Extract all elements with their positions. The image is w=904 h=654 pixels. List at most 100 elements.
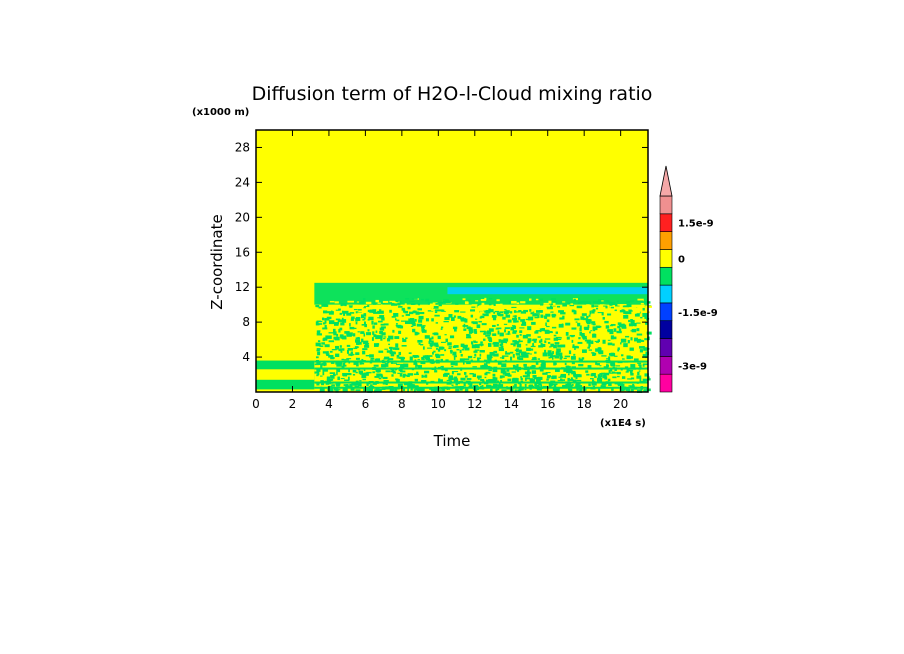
- speckle: [356, 362, 359, 367]
- speckle: [479, 353, 482, 357]
- speckle: [376, 389, 382, 393]
- speckle: [456, 349, 460, 351]
- speckle: [436, 348, 439, 350]
- speckle: [404, 310, 409, 314]
- x-tick-label: 20: [613, 397, 628, 411]
- speckle: [326, 335, 332, 339]
- speckle: [329, 372, 336, 375]
- speckle: [570, 356, 576, 360]
- speckle: [394, 336, 400, 339]
- speckle: [625, 335, 630, 338]
- speckle: [595, 348, 599, 352]
- speckle: [621, 324, 627, 328]
- speckle: [552, 383, 558, 385]
- speckle: [572, 344, 575, 347]
- speckle: [501, 389, 507, 392]
- colorbar-swatch: [659, 213, 673, 232]
- speckle: [372, 371, 375, 374]
- edge: [616, 300, 620, 303]
- speckle: [398, 351, 402, 356]
- speckle: [576, 379, 582, 382]
- speckle: [370, 384, 373, 387]
- speckle: [610, 361, 615, 366]
- speckle: [418, 387, 424, 392]
- edge: [394, 301, 400, 304]
- speckle: [406, 374, 410, 378]
- x-axis-ticks: 0 2 4 6 8 10 12 14 16 18 20: [252, 130, 628, 411]
- edge: [573, 298, 576, 302]
- speckle: [449, 375, 453, 378]
- speckle: [607, 313, 612, 316]
- speckle: [512, 330, 518, 333]
- edge: [637, 298, 644, 302]
- speckle: [514, 315, 517, 319]
- speckle: [334, 345, 339, 349]
- speckle: [314, 363, 320, 366]
- speckle: [569, 379, 574, 381]
- speckle: [545, 322, 547, 327]
- speckle: [451, 370, 454, 375]
- speckle: [434, 314, 440, 317]
- edge: [338, 308, 341, 311]
- speckle: [608, 369, 611, 374]
- speckle: [615, 365, 621, 367]
- speckle: [424, 374, 428, 378]
- speckle: [475, 318, 478, 320]
- speckle: [557, 344, 562, 348]
- speckle: [534, 313, 540, 315]
- speckle: [395, 323, 398, 325]
- speckle: [440, 354, 445, 356]
- speckle: [588, 383, 591, 386]
- edge: [433, 306, 439, 309]
- speckle: [490, 388, 493, 392]
- edge: [348, 305, 355, 307]
- speckle: [483, 330, 486, 335]
- speckle: [472, 366, 477, 368]
- speckle: [476, 375, 482, 379]
- speckle: [638, 364, 641, 367]
- edge: [562, 301, 566, 303]
- speckle: [404, 320, 411, 325]
- region-scattered-convective-layer: [314, 309, 652, 393]
- speckle: [365, 354, 371, 357]
- speckle: [492, 373, 496, 377]
- speckle: [387, 358, 394, 361]
- speckle: [424, 335, 430, 339]
- speckle: [379, 309, 382, 311]
- speckle: [518, 339, 521, 343]
- edge: [417, 308, 423, 311]
- chart-title: Diffusion term of H2O-l-Cloud mixing rat…: [252, 83, 653, 105]
- speckle: [601, 382, 607, 386]
- speckle: [457, 373, 461, 376]
- speckle: [582, 337, 588, 340]
- edge: [601, 300, 604, 302]
- edge: [591, 304, 594, 308]
- speckle: [389, 309, 392, 313]
- edge: [625, 300, 631, 304]
- speckle: [535, 361, 539, 365]
- speckle: [580, 333, 585, 337]
- speckle: [366, 371, 372, 374]
- speckle: [384, 363, 389, 367]
- speckle: [463, 382, 466, 387]
- speckle: [614, 309, 617, 312]
- edge: [477, 305, 482, 309]
- edge: [552, 302, 556, 306]
- speckle: [554, 342, 560, 345]
- speckle: [532, 338, 538, 341]
- edge: [562, 304, 567, 307]
- edge: [513, 310, 517, 313]
- speckle: [422, 325, 426, 327]
- speckle: [630, 373, 633, 376]
- speckle: [432, 351, 434, 355]
- speckle: [363, 313, 367, 317]
- speckle: [398, 330, 402, 334]
- speckle: [607, 378, 611, 382]
- speckle: [410, 325, 414, 327]
- edge: [316, 306, 322, 309]
- speckle: [354, 346, 359, 349]
- speckle: [498, 348, 504, 352]
- speckle: [328, 332, 334, 334]
- speckle: [642, 378, 648, 382]
- speckle: [630, 388, 634, 392]
